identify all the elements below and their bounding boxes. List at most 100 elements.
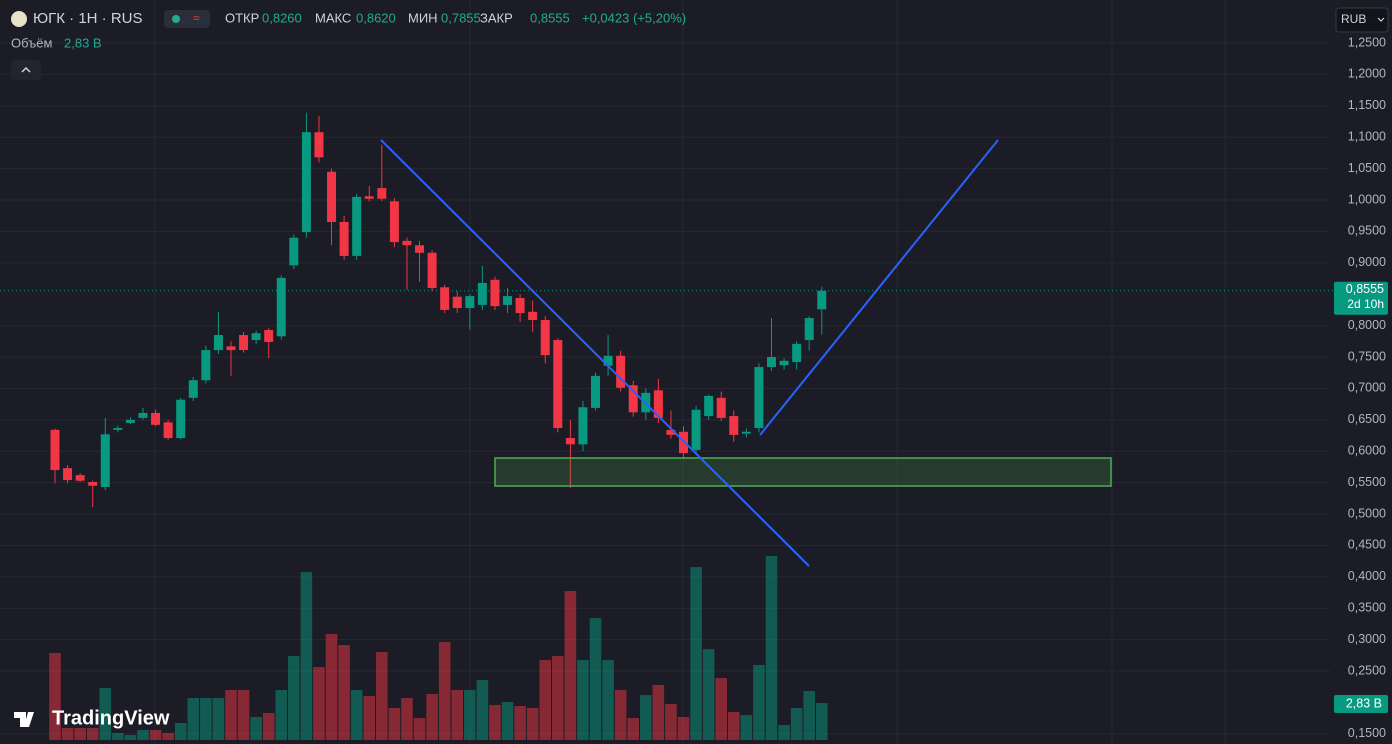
- support-zone[interactable]: [494, 457, 1112, 487]
- volume-bar: [275, 689, 288, 740]
- candle-body: [716, 397, 726, 418]
- y-tick-label: 1,0500: [1348, 161, 1386, 175]
- volume-bar: [665, 704, 677, 740]
- volume-bar: [325, 634, 338, 740]
- symbol[interactable]: ЮГК · 1H · RUS: [33, 10, 143, 27]
- candle-body: [100, 434, 110, 488]
- y-tick-label: 0,7500: [1348, 349, 1386, 363]
- status-icon: ≈: [193, 11, 200, 25]
- volume-bar: [552, 655, 564, 740]
- candle-body: [389, 201, 399, 243]
- candle-body: [528, 311, 538, 320]
- candle-body: [327, 171, 337, 223]
- y-tick-label: 0,2500: [1348, 663, 1386, 677]
- candle-body: [540, 319, 550, 356]
- candle-body: [163, 422, 173, 439]
- y-tick-label: 0,4500: [1348, 538, 1386, 552]
- volume-bar: [589, 618, 602, 740]
- volume-bar: [803, 690, 815, 740]
- candle-body: [578, 407, 588, 445]
- candle-body: [276, 277, 286, 337]
- volume-bar: [677, 717, 690, 740]
- countdown: 2d 10h: [1347, 297, 1384, 311]
- y-tick-label: 0,9000: [1348, 255, 1386, 269]
- volume-bar: [74, 727, 86, 740]
- volume-bar: [640, 695, 652, 740]
- dropdown-icon: [1377, 17, 1385, 22]
- candle-body: [364, 196, 374, 199]
- y-tick-label: 1,1000: [1348, 130, 1386, 144]
- candle-body: [766, 357, 776, 368]
- candle-body: [553, 340, 563, 428]
- volume-tag: [1334, 695, 1388, 713]
- low-value: 0,7855: [441, 10, 481, 25]
- volume-bar: [187, 698, 200, 740]
- volume-bar: [727, 712, 740, 740]
- volume-bar: [49, 652, 61, 740]
- candle-body: [213, 335, 223, 351]
- volume-bar: [614, 689, 627, 740]
- status-pill: [164, 10, 210, 28]
- high-value: 0,8620: [356, 10, 396, 25]
- candle-body: [779, 360, 789, 366]
- volume-bar: [86, 727, 99, 740]
- low-label: МИН: [408, 10, 438, 25]
- trend-line[interactable]: [759, 139, 999, 436]
- candle-body: [477, 282, 487, 305]
- candle-body: [754, 367, 764, 428]
- open-value: 0,8260: [262, 10, 302, 25]
- y-tick-label: 0,4000: [1348, 569, 1386, 583]
- close-value: 0,8555: [530, 10, 570, 25]
- candle-body: [75, 475, 85, 481]
- last-volume: 2,83 B: [1346, 696, 1382, 710]
- volume-bar: [815, 703, 828, 740]
- y-tick-label: 0,9500: [1348, 224, 1386, 238]
- candle-body: [125, 419, 135, 423]
- volume-bar: [262, 712, 275, 740]
- candle-body: [817, 290, 827, 310]
- volume-bar: [225, 689, 237, 740]
- volume-bar: [200, 698, 212, 740]
- volume-bar: [627, 718, 640, 740]
- candle-body: [339, 222, 349, 256]
- volume-bar: [451, 689, 464, 740]
- high-label: МАКС: [315, 10, 351, 25]
- volume-bar: [539, 660, 552, 740]
- change-value: +0,0423 (+5,20%): [582, 10, 686, 25]
- currency-button[interactable]: [1335, 7, 1389, 33]
- candle-body: [591, 375, 601, 408]
- chevron-icon: [21, 66, 31, 73]
- candle-body: [666, 429, 676, 435]
- candle-body: [289, 237, 299, 266]
- y-tick-label: 0,6500: [1348, 412, 1386, 426]
- volume-bar: [401, 698, 413, 740]
- y-tick-label: 0,3000: [1348, 632, 1386, 646]
- volume-bar: [288, 655, 300, 740]
- market-status: [172, 15, 180, 23]
- y-tick-label: 1,0000: [1348, 192, 1386, 206]
- candle-body: [264, 330, 274, 342]
- volume-bar: [690, 567, 702, 740]
- volume-bar: [564, 591, 577, 740]
- volume-bar: [765, 556, 778, 740]
- y-tick-label: 1,2500: [1348, 35, 1386, 49]
- volume-bar: [99, 687, 112, 740]
- volume-bar: [702, 649, 715, 740]
- volume-bar: [338, 644, 350, 740]
- volume-bar: [413, 718, 426, 740]
- volume-bar: [162, 732, 174, 740]
- trend-line[interactable]: [380, 139, 810, 567]
- collapse-button[interactable]: [11, 60, 41, 80]
- candle-body: [503, 296, 513, 305]
- candle-body: [653, 390, 663, 418]
- candle-body: [515, 297, 525, 314]
- candle-body: [490, 279, 500, 307]
- candle-body: [352, 196, 362, 256]
- candle-body: [616, 355, 626, 388]
- y-tick-label: 1,2000: [1348, 67, 1386, 81]
- overlay-layer: [380, 139, 1112, 567]
- y-tick-label: 1,1500: [1348, 98, 1386, 112]
- last-price: 0,8555: [1346, 282, 1384, 296]
- candle-body: [201, 350, 211, 381]
